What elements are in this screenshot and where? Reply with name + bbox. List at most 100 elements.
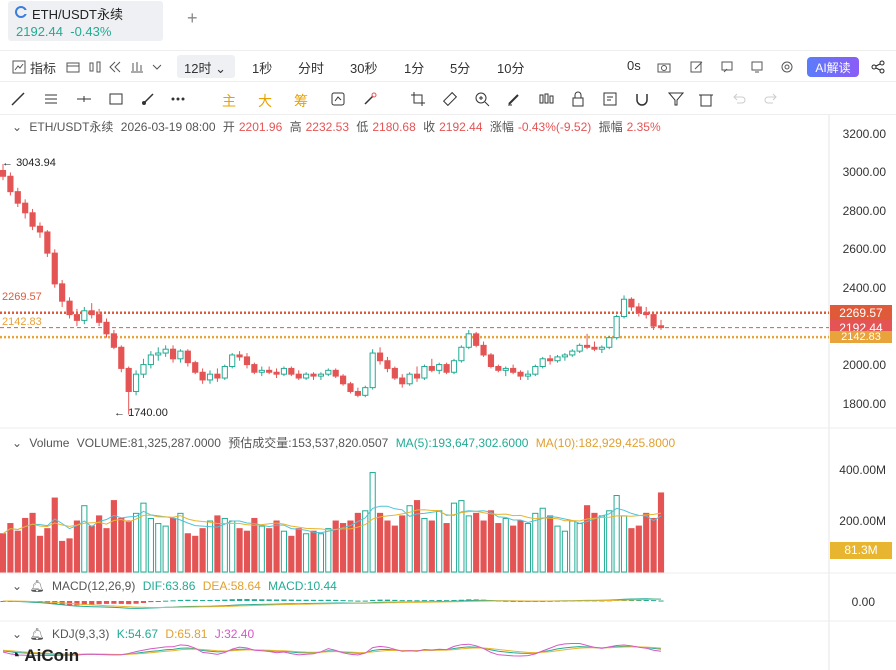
crop-icon[interactable]: [410, 91, 426, 107]
volume-bar: [103, 528, 110, 573]
min-price-annotation: ← 1740.00: [114, 407, 168, 419]
candle-body: [613, 316, 620, 339]
interval-select[interactable]: 12时 ⌄: [177, 55, 235, 78]
bell-icon[interactable]: 🔔︎: [29, 627, 45, 641]
brush-icon[interactable]: [140, 91, 156, 107]
macd-histogram-bar: [296, 599, 302, 601]
macd-histogram-bar: [451, 600, 457, 602]
macd-histogram-bar: [170, 600, 176, 602]
bar-style-icon[interactable]: [88, 60, 102, 74]
macd-histogram-bar: [140, 601, 147, 603]
indicator-icon[interactable]: [12, 60, 26, 74]
redo-icon[interactable]: [763, 91, 779, 107]
interval-10m[interactable]: 10分: [497, 61, 525, 76]
edit-icon[interactable]: [690, 60, 704, 74]
chevron-icon[interactable]: ⌄: [12, 436, 23, 450]
candle-body: [310, 373, 317, 377]
camera-icon[interactable]: [657, 60, 671, 74]
trend-line-icon[interactable]: [10, 91, 26, 107]
volume-bar: [487, 510, 495, 573]
macd-histogram-bar: [251, 599, 257, 601]
tag-main[interactable]: 主: [222, 93, 236, 109]
chevron-down-icon[interactable]: [150, 60, 164, 74]
trash-icon[interactable]: [698, 91, 714, 107]
candles-icon[interactable]: [538, 91, 554, 107]
chevron-icon[interactable]: ⌄: [12, 579, 23, 593]
undo-icon[interactable]: [731, 91, 747, 107]
kdj-name: KDJ(9,3,3): [51, 627, 110, 641]
macd-histogram-bar: [177, 599, 184, 601]
highlighter-icon[interactable]: [506, 91, 522, 107]
interval-1m[interactable]: 1分: [404, 61, 425, 76]
auto-draw-icon[interactable]: [330, 91, 346, 107]
volume-bar: [236, 528, 243, 573]
volume-bar: [22, 517, 29, 573]
undo-share-icon[interactable]: [720, 60, 734, 74]
interval-1s[interactable]: 1秒: [252, 61, 273, 76]
rewind-icon[interactable]: [108, 60, 122, 74]
candle-body: [502, 367, 509, 371]
ai-analysis-button[interactable]: AI解读: [807, 57, 859, 77]
volume-bar: [51, 497, 58, 573]
layout-icon[interactable]: [66, 60, 80, 74]
candle-body: [221, 365, 228, 379]
macd-histogram-bar: [407, 600, 413, 602]
interval-timeshare[interactable]: 分时: [298, 61, 325, 76]
share-icon[interactable]: [871, 60, 885, 74]
monitor-icon[interactable]: [750, 60, 764, 74]
tag-large[interactable]: 大: [258, 93, 272, 109]
volume-bar: [66, 538, 73, 573]
candle-body: [510, 367, 517, 373]
macd-histogram-bar: [436, 600, 442, 602]
max-price-annotation: ← 3043.94: [2, 157, 56, 169]
volume-bar: [376, 512, 384, 573]
candle-body: [347, 383, 354, 392]
macd-histogram-bar: [444, 600, 450, 602]
plus-icon[interactable]: +: [187, 8, 198, 28]
macd-histogram-bar: [370, 599, 376, 601]
horizontal-line-icon[interactable]: [76, 91, 92, 107]
candle-body: [206, 373, 214, 381]
chart-type-icon[interactable]: [130, 60, 144, 74]
candle-body: [303, 373, 310, 379]
candle-body: [369, 352, 376, 389]
zoom-in-icon[interactable]: [474, 91, 490, 107]
candle-body: [29, 212, 36, 227]
change-label: 涨幅: [489, 120, 514, 134]
lock-icon[interactable]: [570, 91, 586, 107]
macd-histogram-bar: [318, 599, 324, 601]
candle-body: [214, 373, 221, 379]
volume-bar: [81, 505, 88, 573]
ruler-icon[interactable]: [442, 91, 458, 107]
magnet-icon[interactable]: [634, 91, 650, 107]
tab-eth-usdt[interactable]: ETH/USDT永续 2192.44 -0.43%: [8, 1, 163, 41]
interval-30s[interactable]: 30秒: [350, 61, 378, 76]
macd-histogram-bar: [429, 600, 435, 602]
candle-body: [66, 300, 73, 316]
candle-body: [51, 252, 58, 285]
bell-icon[interactable]: 🔔︎: [29, 579, 45, 593]
tag-chips[interactable]: 筹: [294, 93, 308, 109]
indicators-button[interactable]: 指标: [30, 61, 57, 76]
volume-bar: [266, 528, 273, 573]
candle-body: [406, 373, 413, 385]
filter-icon[interactable]: [668, 91, 684, 107]
candle-body: [273, 371, 280, 375]
parallel-lines-icon[interactable]: [43, 91, 59, 107]
rectangle-icon[interactable]: [108, 91, 124, 107]
candle-body: [421, 365, 428, 379]
volume-bar: [140, 502, 147, 573]
volume-bar: [206, 520, 214, 573]
settings-icon[interactable]: [780, 60, 794, 74]
chevron-icon[interactable]: ⌄: [12, 627, 23, 641]
note-icon[interactable]: [602, 91, 618, 107]
interval-5m[interactable]: 5分: [450, 61, 471, 76]
info-symbol: ETH/USDT永续: [29, 120, 114, 134]
more-icon[interactable]: [170, 91, 186, 107]
macd-histogram-bar: [126, 601, 132, 605]
magic-icon[interactable]: [362, 91, 378, 107]
kline-chart[interactable]: [0, 115, 896, 670]
volume-current-label: 81.3M: [830, 542, 892, 559]
volume-bar: [96, 515, 103, 573]
volume-bar: [14, 530, 21, 573]
